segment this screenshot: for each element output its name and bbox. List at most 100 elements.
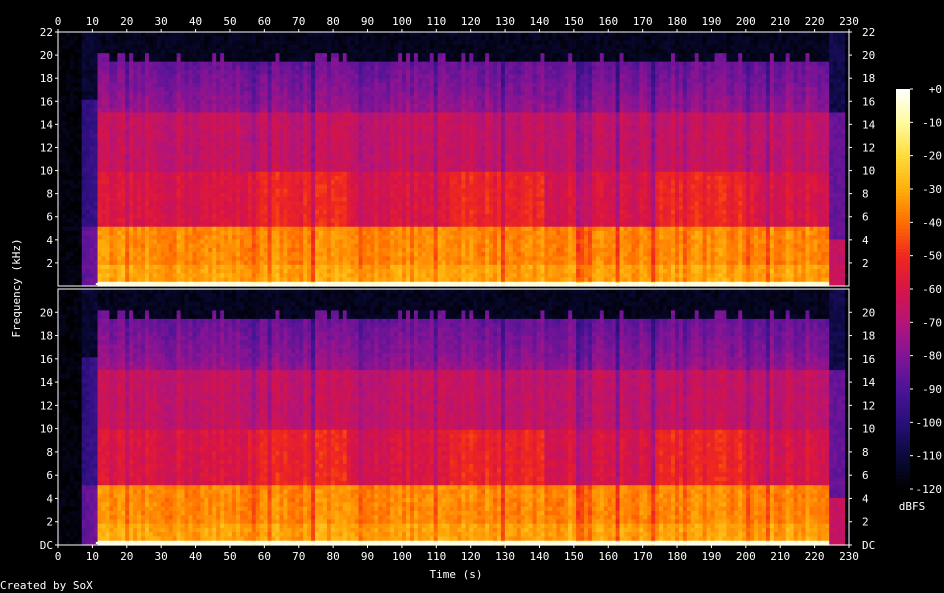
spectrogram-cell (276, 189, 281, 194)
spectrogram-cell (228, 261, 233, 266)
spectrogram-cell (256, 100, 261, 105)
spectrogram-cell (82, 108, 87, 113)
spectrogram-cell (216, 146, 221, 151)
spectrogram-cell (374, 256, 379, 261)
spectrogram-cell (145, 96, 150, 101)
spectrogram-cell (343, 83, 348, 88)
spectrogram-cell (378, 167, 383, 172)
spectrogram-cell (264, 239, 269, 244)
spectrogram-cell (299, 278, 304, 283)
spectrogram-cell (169, 155, 174, 160)
spectrogram-cell (98, 57, 103, 62)
spectrogram-cell (252, 91, 257, 96)
spectrogram-cell (58, 79, 63, 84)
spectrogram-cell (359, 167, 364, 172)
spectrogram-cell (204, 117, 209, 122)
spectrogram-cell (327, 40, 332, 45)
spectrogram-cell (291, 66, 296, 71)
spectrogram-cell (256, 91, 261, 96)
spectrogram-cell (374, 151, 379, 156)
spectrogram-cell (141, 278, 146, 283)
spectrogram-cell (236, 172, 241, 177)
spectrogram-cell (58, 159, 63, 164)
spectrogram-cell (347, 189, 352, 194)
spectrogram-cell (363, 125, 368, 130)
spectrogram-cell (351, 248, 356, 253)
spectrogram-cell (343, 155, 348, 160)
spectrogram-cell (133, 129, 138, 134)
spectrogram-cell (220, 138, 225, 143)
spectrogram-cell (121, 40, 126, 45)
spectrogram-cell (287, 278, 292, 283)
spectrogram-cell (343, 167, 348, 172)
spectrogram-cell (268, 201, 273, 206)
spectrogram-cell (58, 83, 63, 88)
spectrogram-cell (189, 70, 194, 75)
spectrogram-cell (78, 159, 83, 164)
spectrogram-cell (200, 218, 205, 223)
spectrogram-cell (117, 45, 122, 50)
spectrogram-cell (264, 100, 269, 105)
spectrogram-cell (200, 180, 205, 185)
spectrogram-cell (149, 66, 154, 71)
spectrogram-cell (370, 261, 375, 266)
spectrogram-cell (102, 278, 107, 283)
spectrogram-cell (98, 172, 103, 177)
spectrogram-cell (327, 273, 332, 278)
spectrogram-cell (181, 235, 186, 240)
spectrogram-cell (173, 197, 178, 202)
spectrogram-cell (58, 108, 63, 113)
spectrogram-cell (287, 163, 292, 168)
spectrogram-cell (58, 45, 63, 50)
spectrogram-cell (279, 62, 284, 67)
spectrogram-cell (232, 201, 237, 206)
spectrogram-cell (196, 201, 201, 206)
spectrogram-cell (260, 231, 265, 236)
spectrogram-cell (220, 74, 225, 79)
spectrogram-cell (291, 134, 296, 139)
spectrogram-cell (374, 32, 379, 37)
spectrogram-cell (311, 70, 316, 75)
spectrogram-cell (125, 252, 130, 257)
spectrogram-cell (74, 256, 79, 261)
spectrogram-cell (62, 79, 67, 84)
spectrogram-cell (141, 261, 146, 266)
spectrogram-cell (181, 227, 186, 232)
spectrogram-cell (102, 117, 107, 122)
spectrogram-cell (287, 108, 292, 113)
spectrogram-cell (216, 129, 221, 134)
spectrogram-cell (82, 53, 87, 58)
spectrogram-cell (279, 184, 284, 189)
spectrogram-cell (74, 214, 79, 219)
spectrogram-cell (291, 223, 296, 228)
spectrogram-cell (133, 155, 138, 160)
spectrogram-cell (181, 159, 186, 164)
spectrogram-cell (370, 218, 375, 223)
spectrogram-cell (232, 49, 237, 54)
spectrogram-cell (355, 117, 360, 122)
spectrogram-cell (204, 138, 209, 143)
spectrogram-cell (181, 223, 186, 228)
spectrogram-cell (208, 83, 213, 88)
spectrogram-cell (141, 256, 146, 261)
spectrogram-cell (94, 40, 99, 45)
spectrogram-cell (355, 45, 360, 50)
spectrogram-cell (189, 235, 194, 240)
spectrogram-cell (192, 155, 197, 160)
spectrogram-cell (370, 129, 375, 134)
spectrogram-cell (287, 53, 292, 58)
spectrogram-cell (303, 125, 308, 130)
spectrogram-cell (129, 197, 134, 202)
spectrogram-cell (165, 125, 170, 130)
spectrogram-cell (295, 49, 300, 54)
spectrogram-cell (374, 235, 379, 240)
spectrogram-cell (161, 45, 166, 50)
spectrogram-cell (232, 138, 237, 143)
spectrogram-cell (185, 87, 190, 92)
spectrogram-cell (161, 32, 166, 37)
spectrogram-cell (374, 210, 379, 215)
spectrogram-cell (105, 214, 110, 219)
spectrogram-cell (315, 218, 320, 223)
spectrogram-cell (366, 214, 371, 219)
spectrogram-cell (177, 121, 182, 126)
